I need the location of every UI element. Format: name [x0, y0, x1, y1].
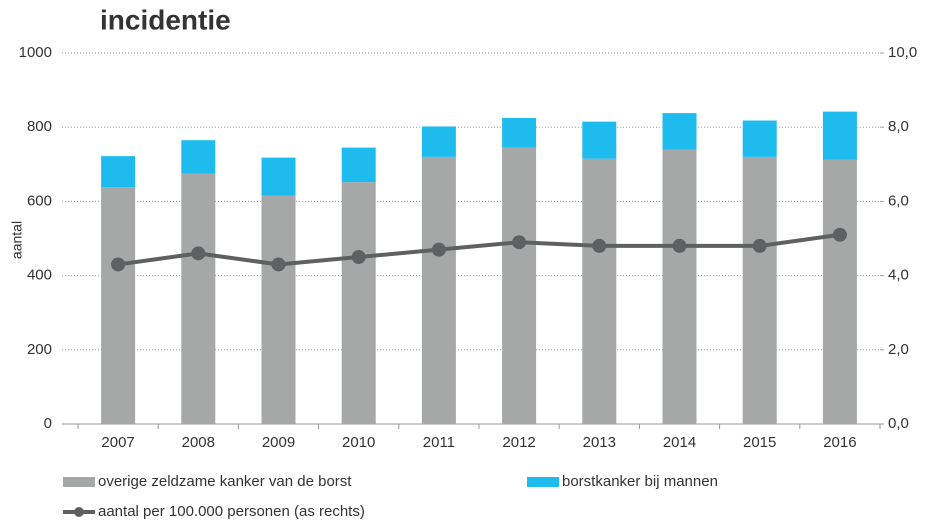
y2-tick-label: 6,0: [888, 192, 909, 209]
bar-segment: [502, 117, 537, 148]
bar-segment: [742, 156, 777, 424]
bar-segment: [502, 147, 537, 425]
bar-segment: [261, 157, 296, 196]
line-point: [431, 242, 446, 257]
y-tick-label: 200: [27, 341, 52, 358]
bar-segment: [662, 113, 697, 150]
x-tick-label: 2009: [262, 434, 295, 451]
legend-label: borstkanker bij mannen: [562, 473, 718, 490]
y-tick-label: 800: [27, 118, 52, 135]
y2-tick-label: 4,0: [888, 267, 909, 284]
x-tick-label: 2007: [101, 434, 134, 451]
legend-label: aantal per 100.000 personen (as rechts): [98, 503, 365, 520]
bar-segment: [261, 195, 296, 424]
line-point: [672, 238, 687, 253]
y-tick-label: 1000: [19, 44, 52, 61]
x-tick-label: 2011: [423, 434, 455, 451]
line-point: [592, 238, 607, 253]
y2-tick-label: 2,0: [888, 341, 909, 358]
line: [117, 232, 841, 267]
bar-segment: [421, 156, 456, 424]
x-tick-label: 2012: [502, 434, 535, 451]
bar-segment: [822, 111, 857, 160]
bar-segment: [822, 159, 857, 424]
x-tick-label: 2008: [182, 434, 215, 451]
bar-segment: [181, 173, 216, 424]
bar-segment: [582, 121, 617, 159]
line-point: [351, 250, 366, 265]
y2-tick-label: 0,0: [888, 415, 909, 432]
x-tick-label: 2013: [583, 434, 616, 451]
y-tick-label: 400: [27, 267, 52, 284]
legend-swatch: [63, 477, 95, 487]
bar-segment: [582, 158, 617, 425]
bar-segment: [662, 149, 697, 424]
y2-tick-label: 10,0: [888, 44, 917, 61]
bar-segment: [101, 187, 136, 424]
y-tick-label: 0: [44, 415, 52, 432]
line-point: [271, 257, 286, 272]
bar-segment: [181, 140, 216, 174]
x-tick-label: 2010: [342, 434, 375, 451]
y-tick-label: 600: [27, 192, 52, 209]
bar-segment: [742, 120, 777, 157]
line-point: [191, 246, 206, 261]
bar-segment: [341, 147, 376, 183]
y2-tick-label: 8,0: [888, 118, 909, 135]
line-point: [111, 257, 126, 272]
y-axis-label: aantal: [9, 221, 25, 259]
x-tick-label: 2015: [743, 434, 776, 451]
legend-swatch: [74, 507, 84, 517]
bar-segment: [101, 156, 136, 188]
x-tick-label: 2016: [823, 434, 856, 451]
line-point: [512, 235, 527, 250]
legend-label: overige zeldzame kanker van de borst: [98, 473, 352, 490]
bar-segment: [421, 126, 456, 157]
x-tick-label: 2014: [663, 434, 696, 451]
line-point: [752, 238, 767, 253]
line-point: [832, 227, 847, 242]
legend-swatch: [527, 477, 559, 487]
chart-title: incidentie: [100, 4, 231, 35]
bar-segment: [341, 182, 376, 424]
